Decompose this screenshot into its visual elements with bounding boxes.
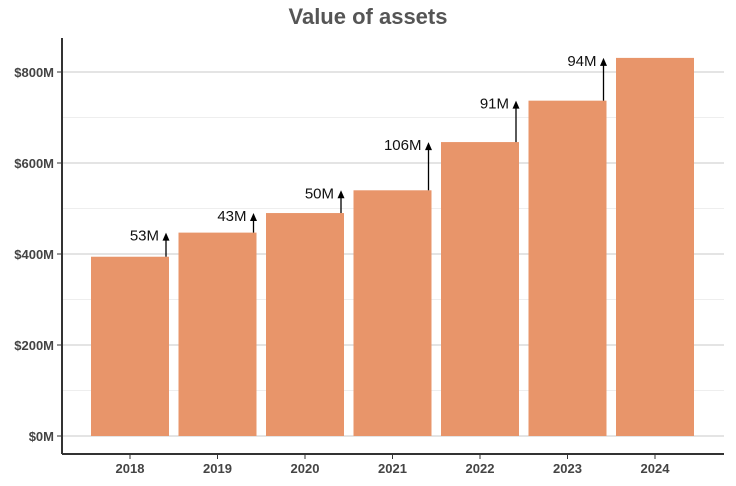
growth-label: 43M bbox=[217, 208, 246, 225]
growth-arrow-head bbox=[337, 190, 345, 199]
growth-arrow-head bbox=[250, 213, 257, 222]
x-tick-label: 2022 bbox=[466, 461, 495, 476]
x-tick-label: 2019 bbox=[203, 461, 232, 476]
bar-2019 bbox=[178, 232, 257, 436]
x-tick-label: 2024 bbox=[641, 461, 671, 476]
chart-title: Value of assets bbox=[289, 4, 448, 29]
growth-arrow-head bbox=[425, 142, 432, 151]
bar-2022 bbox=[441, 142, 519, 436]
growth-label: 50M bbox=[305, 185, 334, 202]
x-tick-label: 2020 bbox=[291, 461, 320, 476]
bar-2024 bbox=[616, 57, 694, 437]
y-tick-label: $600M bbox=[14, 156, 54, 171]
bars bbox=[91, 57, 694, 437]
growth-arrow-head bbox=[162, 232, 170, 241]
y-tick-label: $800M bbox=[14, 65, 54, 80]
x-tick-label: 2023 bbox=[553, 461, 582, 476]
growth-label: 53M bbox=[130, 228, 159, 245]
y-tick-label: $200M bbox=[14, 338, 54, 353]
growth-arrow-head bbox=[600, 57, 607, 66]
growth-label: 94M bbox=[567, 53, 596, 70]
x-axis-ticks: 2018 2019 2020 2021 2022 2023 2024 bbox=[116, 454, 671, 476]
bar-2018 bbox=[91, 256, 169, 436]
y-axis-ticks: $0M $200M $400M $600M $800M bbox=[14, 65, 62, 444]
x-tick-label: 2021 bbox=[378, 461, 407, 476]
growth-label: 91M bbox=[480, 96, 509, 113]
growth-annotations: 53M 43M 50M 106M 91M 94M bbox=[130, 53, 607, 257]
bar-2021 bbox=[353, 190, 432, 436]
growth-label: 106M bbox=[384, 137, 422, 154]
x-tick-label: 2018 bbox=[116, 461, 145, 476]
y-tick-label: $400M bbox=[14, 247, 54, 262]
bar-2023 bbox=[528, 100, 607, 436]
bar-2020 bbox=[266, 213, 344, 436]
y-tick-label: $0M bbox=[29, 429, 54, 444]
growth-arrow-head bbox=[512, 100, 520, 109]
